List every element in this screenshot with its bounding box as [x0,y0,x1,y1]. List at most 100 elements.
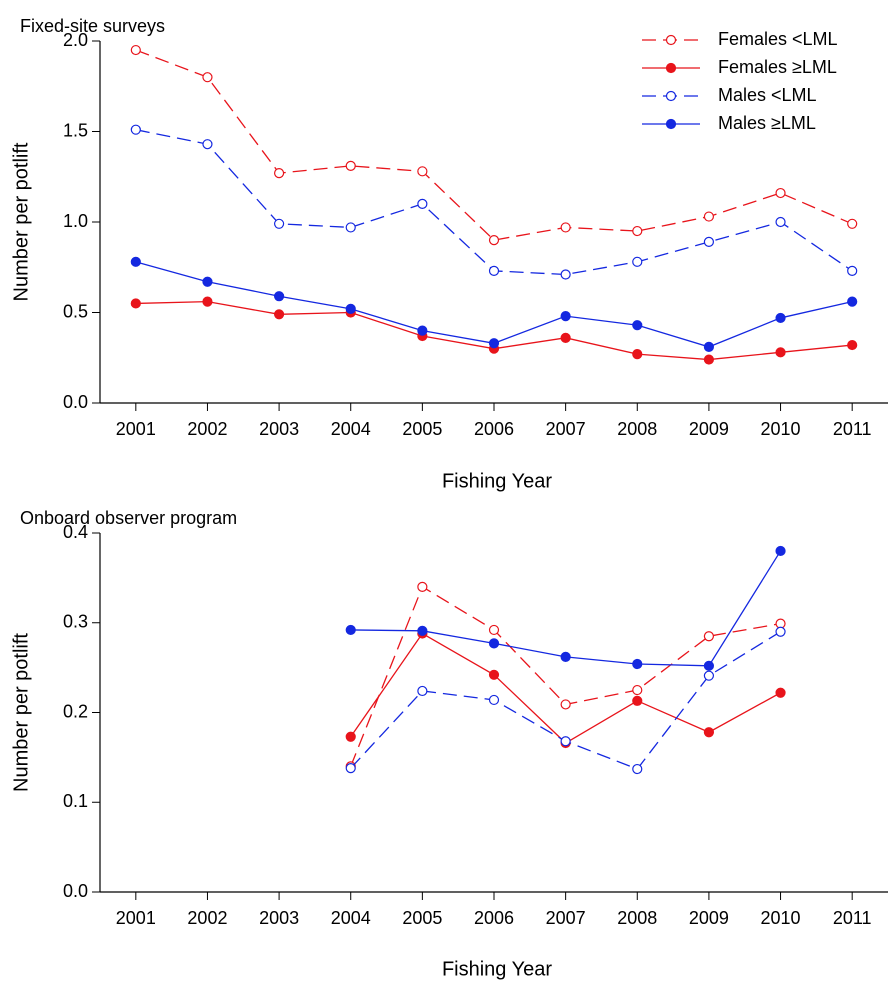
x-tick-label: 2010 [761,419,801,439]
data-point [632,684,643,696]
data-point [703,670,715,681]
y-tick-label: 0.0 [63,392,88,412]
data-point [775,187,786,199]
data-point [202,276,213,287]
data-point [703,236,715,248]
y-tick-label: 1.5 [63,120,88,140]
legend-marker [665,34,677,46]
y-tick-label: 0.5 [63,301,88,321]
data-point [345,303,356,314]
data-point [560,269,571,280]
data-point [632,349,643,360]
x-tick-label: 2009 [689,908,729,928]
data-point [703,631,715,642]
data-point [775,216,786,228]
data-point [345,160,356,171]
x-tick-label: 2003 [259,419,299,439]
series-line [350,632,781,744]
data-point [775,687,786,698]
data-point [273,291,285,302]
x-tick-label: 2006 [474,419,514,439]
data-point [417,625,428,636]
x-tick-label: 2010 [761,908,801,928]
data-point [345,222,356,233]
data-point [632,320,643,331]
data-point [703,341,715,352]
x-tick-label: 2008 [617,419,657,439]
legend-label: Females ≥LML [718,57,837,77]
x-tick-label: 2011 [833,908,872,928]
x-tick-label: 2002 [187,908,227,928]
data-point [130,44,141,56]
data-point [273,168,285,179]
data-point [775,545,786,557]
x-tick-label: 2007 [546,419,586,439]
y-tick-label: 1.0 [63,211,88,231]
y-axis-label: Number per potlift [10,633,32,792]
data-point [488,265,500,276]
data-point [130,124,141,135]
data-point [488,669,500,680]
y-tick-label: 0.0 [63,881,88,901]
y-tick-label: 0.3 [63,612,88,632]
x-tick-label: 2001 [116,908,156,928]
data-point [632,695,643,706]
data-point [345,763,356,774]
x-tick-label: 2004 [331,908,371,928]
x-tick-label: 2009 [689,419,729,439]
data-point [345,731,356,742]
y-tick-label: 0.1 [63,791,88,811]
data-point [703,727,715,738]
x-tick-label: 2004 [331,419,371,439]
y-tick-label: 2.0 [63,30,88,50]
x-axis-label: Fishing Year [442,958,552,980]
series-line [350,550,782,667]
data-point [130,298,141,309]
data-point [488,638,500,649]
data-point [273,309,285,320]
x-tick-label: 2001 [116,419,156,439]
legend-marker [665,62,677,74]
data-point [417,166,428,177]
x-tick-label: 2007 [546,908,586,928]
x-tick-label: 2005 [402,419,442,439]
data-point [560,332,571,343]
data-point [847,265,858,276]
data-point [560,311,571,322]
x-tick-label: 2008 [617,908,657,928]
data-point [417,685,428,697]
data-point [703,660,715,671]
y-tick-label: 0.2 [63,701,88,721]
data-point [488,694,500,706]
data-point [202,296,213,307]
data-point [417,325,428,336]
data-point [488,338,500,349]
y-tick-label: 0.4 [63,522,88,542]
x-tick-label: 2003 [259,908,299,928]
legend-marker [665,118,677,130]
data-point [488,624,500,636]
data-point [560,222,571,233]
data-point [560,651,571,662]
data-point [273,218,285,229]
data-point [488,235,500,246]
x-tick-label: 2002 [187,419,227,439]
legend-label: Males ≥LML [718,113,816,133]
data-point [345,624,356,636]
data-point [847,218,858,229]
data-point [632,763,643,775]
legend-label: Females <LML [718,29,838,49]
data-point [417,198,428,209]
data-point [775,312,786,324]
y-axis-label: Number per potlift [10,142,32,301]
data-point [202,72,213,83]
data-point [417,581,428,592]
chart-title: Onboard observer program [20,508,237,528]
data-point [560,736,571,747]
series-line [135,49,853,241]
data-point [703,354,715,365]
x-axis-label: Fishing Year [442,470,552,492]
data-point [847,339,858,351]
data-point [775,626,786,637]
